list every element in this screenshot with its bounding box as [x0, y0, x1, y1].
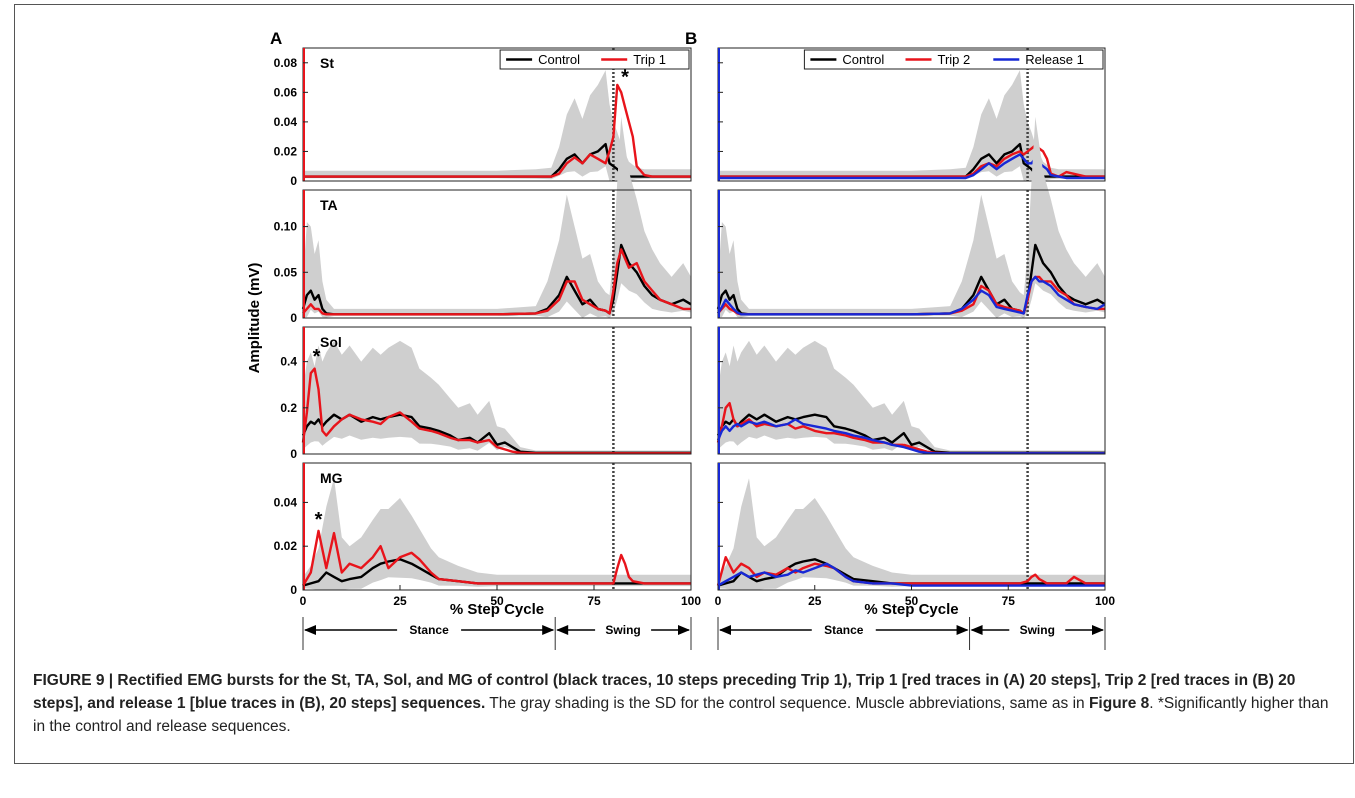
legend-A: Control Trip 1 [499, 49, 690, 70]
muscle-label-mg: MG [320, 470, 343, 486]
x-tick-label: 25 [393, 594, 407, 608]
phase-arrowhead [678, 625, 690, 635]
panel-label-A: A [270, 29, 282, 48]
subplot-mg-B: 0 25 50 75 100 % Step Cycle [715, 462, 1115, 618]
phase-label-swing: Swing [1020, 623, 1055, 637]
x-tick-label: 25 [808, 594, 822, 608]
caption-title: FIGURE 9 | Rectified EMG bursts for the … [33, 672, 1296, 712]
phase-arrowhead [956, 625, 969, 635]
y-tick-label: 0.02 [274, 144, 298, 158]
y-tick-label: 0.08 [274, 56, 298, 70]
phase-arrowhead [542, 625, 555, 635]
y-tick-label: 0.10 [274, 220, 298, 234]
y-tick-label: 0.05 [274, 265, 298, 279]
legend-entry: Trip 1 [633, 52, 666, 67]
significance-star: * [313, 346, 321, 368]
subplot-sol-A: 0 0.2 0.4 Sol* [280, 326, 692, 461]
release1-trace [718, 153, 1105, 180]
phase-arrowhead [556, 625, 569, 635]
legend-box [499, 49, 690, 70]
sd-shading [303, 478, 691, 590]
y-axis-label: Amplitude (mV) [246, 263, 263, 374]
x-tick-label: 0 [715, 594, 722, 608]
subplot-sol-B [716, 326, 1106, 455]
phase-arrowhead [970, 625, 983, 635]
x-tick-label: 75 [1002, 594, 1016, 608]
phase-annotation-B: Stance Swing [717, 617, 1106, 650]
phase-label-stance: Stance [409, 623, 449, 637]
sd-shading [303, 116, 691, 319]
x-tick-label: 0 [300, 594, 307, 608]
y-tick-label: 0.04 [274, 495, 298, 509]
trip1-trace [303, 83, 691, 178]
phase-arrowhead [1092, 625, 1104, 635]
significance-star: * [621, 67, 629, 89]
legend-entry: Control [842, 52, 884, 67]
phase-annotation-A: Stance Swing [302, 617, 692, 650]
muscle-label-st: St [320, 55, 334, 71]
x-tick-label: 50 [490, 594, 504, 608]
muscle-label-ta: TA [320, 197, 338, 213]
subplot-ta-A: 0 0.05 0.10 TA [274, 116, 692, 325]
sd-shading [718, 478, 1105, 590]
legend-entry: Trip 2 [938, 52, 971, 67]
sd-shading [303, 340, 691, 454]
subplot-ta-B [716, 116, 1106, 319]
legend-B: Control Trip 2 Release 1 [803, 49, 1104, 70]
caption-figure-ref: Figure 8 [1088, 695, 1150, 712]
subplot-st-A: 0 0.02 0.04 0.06 0.08 St * [274, 47, 692, 188]
control-trace [301, 413, 691, 454]
x-axis-label: % Step Cycle [864, 601, 958, 618]
trip1-trace [301, 529, 691, 587]
release1-trace [717, 562, 1105, 587]
sd-shading [303, 70, 691, 181]
subplot-mg-A: 0 0.02 0.04 MG * 0 25 50 75 100 % Step Cycle [274, 462, 701, 618]
y-tick-label: 0.2 [280, 401, 297, 415]
caption-tail: . *Significantly higher than in the cont… [33, 695, 1329, 735]
muscle-label-sol: Sol [320, 334, 342, 350]
y-tick-label: 0 [290, 311, 297, 325]
release1-trace [716, 418, 1105, 455]
x-axis-label: % Step Cycle [450, 601, 544, 618]
x-tick-label: 75 [587, 594, 601, 608]
x-tick-label: 100 [1095, 594, 1115, 608]
panel-label-B: B [685, 29, 697, 48]
legend-box [803, 49, 1104, 70]
subplot-st-B [717, 47, 1106, 182]
phase-arrowhead [304, 625, 316, 635]
sd-shading [718, 340, 1105, 454]
sd-shading [718, 116, 1105, 319]
y-tick-label: 0 [290, 583, 297, 597]
figure-caption: FIGURE 9 | Rectified EMG bursts for the … [33, 669, 1338, 738]
sd-shading [718, 70, 1105, 181]
figure-frame [14, 4, 1354, 764]
significance-star: * [315, 509, 323, 531]
y-tick-label: 0.04 [274, 115, 298, 129]
caption-text: The gray shading is the SD for the contr… [485, 695, 1089, 712]
y-tick-label: 0.06 [274, 85, 298, 99]
x-tick-label: 100 [681, 594, 701, 608]
trip1-trace [302, 248, 691, 316]
trip2-trace [718, 144, 1105, 178]
y-tick-label: 0 [290, 174, 297, 188]
phase-label-stance: Stance [824, 623, 864, 637]
phase-arrowhead [719, 625, 731, 635]
trip1-trace [301, 367, 691, 455]
release1-trace [716, 275, 1106, 316]
y-tick-label: 0 [290, 447, 297, 461]
control-trace [301, 243, 692, 316]
legend-entry: Release 1 [1025, 52, 1084, 67]
y-tick-label: 0.4 [280, 355, 297, 369]
x-tick-label: 50 [905, 594, 919, 608]
y-tick-label: 0.02 [274, 539, 298, 553]
phase-label-swing: Swing [605, 623, 640, 637]
legend-entry: Control [538, 52, 580, 67]
